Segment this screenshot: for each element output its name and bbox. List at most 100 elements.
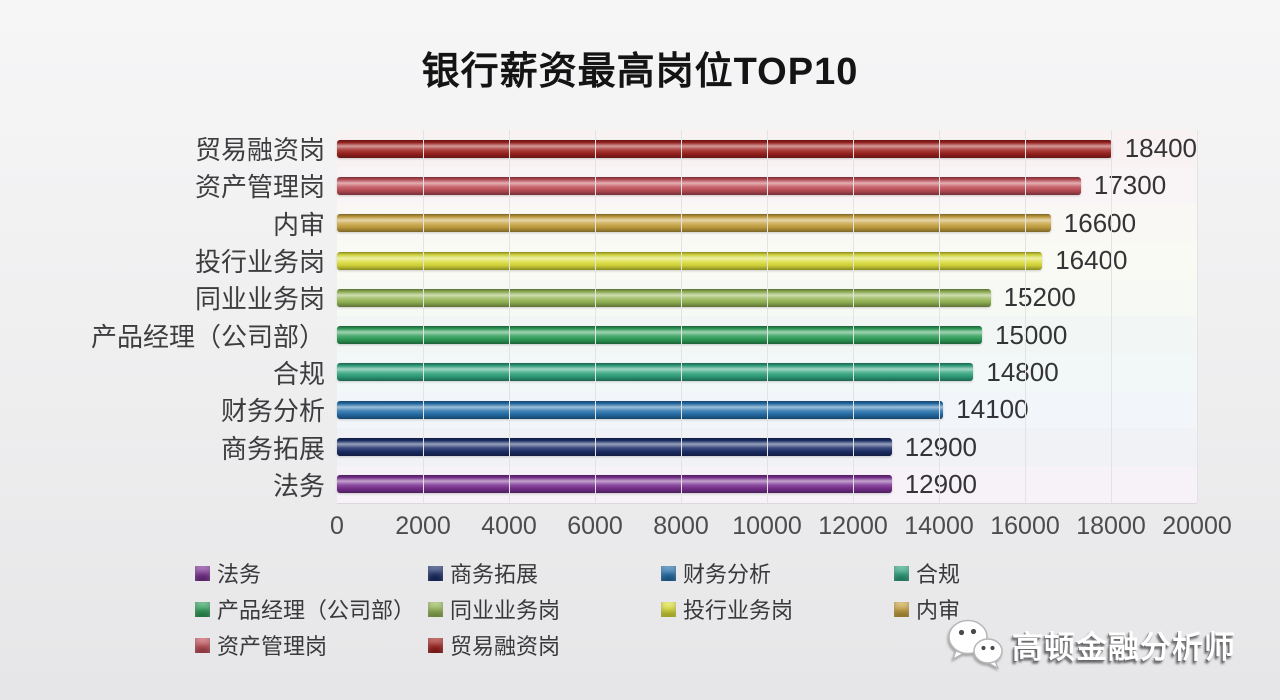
- x-tick-label: 16000: [990, 512, 1060, 540]
- bar-track: 16400: [337, 245, 1197, 276]
- x-tick-label: 8000: [653, 512, 709, 540]
- legend-swatch: [428, 565, 443, 581]
- bar-track: 12900: [337, 469, 1197, 500]
- plot-area: 贸易融资岗 18400 资产管理岗 17300 内审 16600 投行业务岗 16400 同业业…: [91, 130, 1198, 504]
- x-tick-label: 14000: [904, 512, 974, 540]
- legend-swatch: [894, 601, 909, 617]
- value-label: 12900: [904, 431, 977, 462]
- legend-item: 财务分析: [661, 560, 894, 587]
- bar: [337, 400, 944, 419]
- value-label: 17300: [1093, 170, 1167, 201]
- category-label: 贸易融资岗: [194, 135, 325, 166]
- legend-label: 产品经理（公司部）: [217, 598, 416, 623]
- value-label: 15000: [995, 319, 1068, 350]
- value-label: 12900: [904, 468, 977, 499]
- gridline: [1111, 130, 1112, 503]
- legend-label: 商务拓展: [450, 562, 539, 587]
- gridline: [423, 130, 424, 503]
- bar: [337, 363, 974, 382]
- x-tick-label: 10000: [732, 512, 802, 540]
- legend: 法务 商务拓展 财务分析 合规产品经理（公司部） 同业业务岗 投行业务岗 内审资产管理岗 贸易…: [195, 560, 1145, 659]
- value-label: 16400: [1055, 245, 1128, 276]
- bar: [337, 475, 892, 494]
- category-label: 内审: [272, 209, 325, 240]
- legend-swatch: [428, 637, 443, 653]
- legend-label: 内审: [916, 598, 961, 623]
- x-tick-label: 4000: [481, 512, 537, 540]
- legend-item: 内审: [894, 596, 1145, 623]
- legend-item: 法务: [195, 560, 428, 587]
- watermark-text: 高顿金融分析师: [1012, 629, 1236, 665]
- x-tick-label: 18000: [1076, 512, 1146, 540]
- gridline: [509, 130, 510, 503]
- x-tick-label: 12000: [818, 512, 888, 540]
- legend-label: 贸易融资岗: [450, 634, 561, 659]
- gridline: [595, 130, 596, 503]
- legend-swatch: [661, 601, 676, 617]
- category-label: 合规: [272, 358, 325, 389]
- bar: [337, 438, 892, 457]
- bar-track: 14100: [337, 394, 1197, 425]
- legend-item: 产品经理（公司部）: [195, 596, 428, 623]
- legend-item: 商务拓展: [428, 560, 661, 587]
- legend-item: 资产管理岗: [195, 632, 428, 659]
- bar-track: 14800: [337, 357, 1197, 388]
- legend-swatch: [195, 601, 210, 617]
- x-tick-label: 20000: [1162, 512, 1232, 540]
- bar-track: 15000: [337, 320, 1197, 351]
- gridline: [767, 130, 768, 503]
- category-label: 商务拓展: [220, 433, 325, 464]
- legend-swatch: [661, 565, 676, 581]
- legend-label: 合规: [916, 562, 961, 587]
- category-label: 产品经理（公司部）: [90, 321, 325, 352]
- bar-track: 12900: [337, 432, 1197, 463]
- legend-label: 法务: [217, 562, 262, 587]
- legend-swatch: [894, 565, 909, 581]
- legend-swatch: [428, 601, 443, 617]
- bar: [337, 288, 991, 307]
- x-tick-label: 0: [330, 512, 344, 540]
- category-label: 投行业务岗: [194, 247, 325, 278]
- bar-track: 16600: [337, 208, 1197, 239]
- category-label: 同业业务岗: [194, 284, 325, 315]
- legend-label: 财务分析: [683, 562, 772, 587]
- x-axis: 0 2000 4000 6000 8000 10000 12000 14000 16000 180…: [330, 512, 1232, 542]
- gridline: [1025, 130, 1026, 503]
- bar: [337, 326, 982, 345]
- wechat-icon: [948, 619, 1003, 670]
- bar-row: 合规 14800: [273, 353, 1197, 392]
- value-label: 14100: [956, 394, 1029, 425]
- category-label: 财务分析: [220, 396, 325, 427]
- bar: [337, 176, 1081, 195]
- gridline: [853, 130, 854, 503]
- legend-item: 同业业务岗: [428, 596, 661, 623]
- bar-track: 17300: [337, 170, 1197, 201]
- category-label: 资产管理岗: [194, 172, 325, 203]
- category-label: 法务: [272, 470, 325, 501]
- gridline: [939, 130, 940, 503]
- legend-item: 贸易融资岗: [428, 632, 661, 659]
- legend-swatch: [195, 565, 210, 581]
- bar-track: 15200: [337, 282, 1197, 313]
- bar: [337, 251, 1043, 270]
- legend-swatch: [195, 637, 210, 653]
- bar-track: 18400: [337, 133, 1197, 164]
- value-label: 16600: [1063, 207, 1137, 238]
- legend-item: 投行业务岗: [661, 596, 894, 623]
- x-tick-label: 6000: [567, 512, 623, 540]
- bar: [337, 139, 1112, 158]
- watermark: 高顿金融分析师: [946, 618, 1236, 670]
- legend-label: 资产管理岗: [217, 634, 328, 659]
- legend-label: 同业业务岗: [450, 598, 561, 623]
- legend-label: 投行业务岗: [683, 598, 794, 623]
- value-label: 15200: [1003, 282, 1076, 313]
- gridline: [681, 130, 682, 503]
- x-tick-label: 2000: [395, 512, 451, 540]
- bar: [337, 214, 1051, 233]
- gridline: [1197, 130, 1198, 503]
- value-label: 14800: [986, 356, 1059, 387]
- legend-item: 合规: [894, 560, 1145, 587]
- value-label: 18400: [1124, 133, 1197, 164]
- chart-title: 银行薪资最高岗位TOP10: [421, 51, 859, 93]
